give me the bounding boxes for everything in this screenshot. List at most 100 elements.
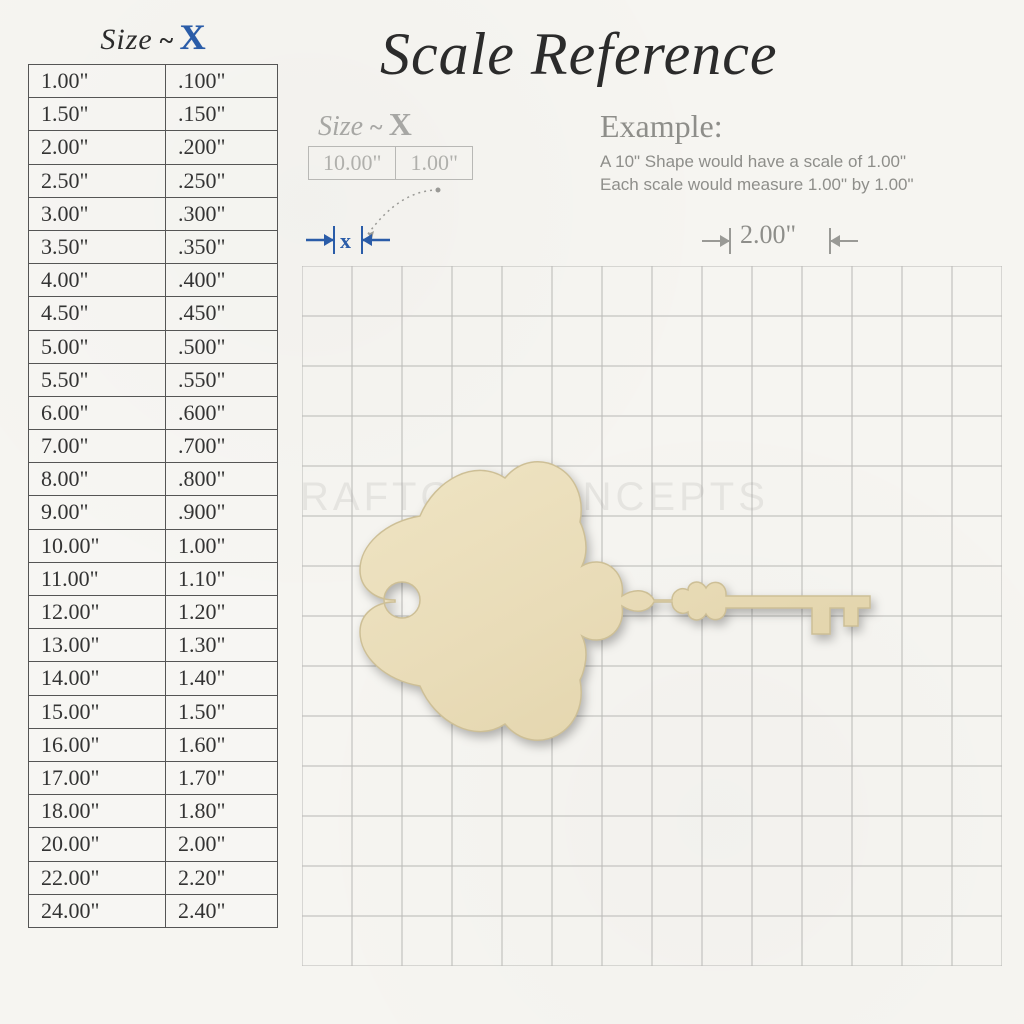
table-cell: 1.00" [29,65,166,98]
table-row: 9.00".900" [29,496,278,529]
table-cell: .550" [165,363,277,396]
table-row: 1.00".100" [29,65,278,98]
table-row: 12.00"1.20" [29,596,278,629]
x-label: X [180,17,206,57]
size-label: Size [100,23,152,56]
table-row: 5.00".500" [29,330,278,363]
key-svg [330,450,910,750]
table-cell: 1.10" [165,562,277,595]
table-cell: .200" [165,131,277,164]
table-row: 4.50".450" [29,297,278,330]
tilde-small: ~ [369,115,383,141]
table-cell: 15.00" [29,695,166,728]
x-label-small: X [389,106,412,142]
table-cell: 1.50" [165,695,277,728]
table-cell: 20.00" [29,828,166,861]
table-cell: .600" [165,396,277,429]
mini-example-table: 10.00" 1.00" [308,146,473,180]
table-cell: 10.00" [29,529,166,562]
table-cell: 13.00" [29,629,166,662]
table-cell: 1.60" [165,728,277,761]
table-cell: 1.50" [29,98,166,131]
size-table-block: Size ~ X 1.00".100"1.50".150"2.00".200"2… [28,16,278,928]
size-table-header: Size ~ X [28,16,278,58]
table-cell: 2.20" [165,861,277,894]
table-cell: 2.00" [29,131,166,164]
table-cell: 1.00" [165,529,277,562]
example-line-2: Each scale would measure 1.00" by 1.00" [600,174,914,197]
table-cell: 1.30" [165,629,277,662]
table-cell: 2.40" [165,894,277,927]
table-row: 10.00" 1.00" [309,147,473,180]
table-row: 3.00".300" [29,197,278,230]
table-cell: 8.00" [29,463,166,496]
table-cell: 11.00" [29,562,166,595]
table-cell: .450" [165,297,277,330]
table-cell: 1.40" [165,662,277,695]
table-cell: .500" [165,330,277,363]
table-row: 2.00".200" [29,131,278,164]
table-row: 8.00".800" [29,463,278,496]
table-cell: 7.00" [29,430,166,463]
table-row: 16.00"1.60" [29,728,278,761]
table-cell: 16.00" [29,728,166,761]
table-cell: .300" [165,197,277,230]
x-indicator-label: x [340,228,351,254]
example-title: Example: [600,108,914,145]
table-cell: 5.50" [29,363,166,396]
size-label-small: Size [318,111,363,142]
table-cell: .900" [165,496,277,529]
mini-cell-x: 1.00" [396,147,472,180]
table-cell: .100" [165,65,277,98]
table-cell: 2.50" [29,164,166,197]
key-shape [330,450,910,750]
table-cell: 2.00" [165,828,277,861]
table-row: 13.00"1.30" [29,629,278,662]
table-row: 24.00"2.40" [29,894,278,927]
table-cell: 3.00" [29,197,166,230]
table-row: 17.00"1.70" [29,761,278,794]
table-row: 11.00"1.10" [29,562,278,595]
table-cell: 1.80" [165,795,277,828]
mini-cell-size: 10.00" [309,147,396,180]
size-table: 1.00".100"1.50".150"2.00".200"2.50".250"… [28,64,278,928]
table-row: 10.00"1.00" [29,529,278,562]
size-x-small-header: Size ~ X [318,106,412,143]
table-cell: 12.00" [29,596,166,629]
table-cell: 17.00" [29,761,166,794]
table-cell: 4.00" [29,264,166,297]
table-row: 22.00"2.20" [29,861,278,894]
table-row: 14.00"1.40" [29,662,278,695]
table-row: 3.50".350" [29,230,278,263]
table-row: 20.00"2.00" [29,828,278,861]
table-cell: 14.00" [29,662,166,695]
two-inch-label: 2.00" [740,220,796,250]
table-cell: 6.00" [29,396,166,429]
table-row: 1.50".150" [29,98,278,131]
table-cell: 22.00" [29,861,166,894]
table-row: 7.00".700" [29,430,278,463]
table-cell: 18.00" [29,795,166,828]
table-cell: .800" [165,463,277,496]
table-row: 15.00"1.50" [29,695,278,728]
table-cell: .250" [165,164,277,197]
table-cell: 1.20" [165,596,277,629]
table-row: 5.50".550" [29,363,278,396]
table-cell: 4.50" [29,297,166,330]
table-cell: .150" [165,98,277,131]
table-cell: 1.70" [165,761,277,794]
table-row: 18.00"1.80" [29,795,278,828]
table-cell: .700" [165,430,277,463]
key-outline [360,462,870,740]
table-cell: 3.50" [29,230,166,263]
table-row: 6.00".600" [29,396,278,429]
example-block: Example: A 10" Shape would have a scale o… [600,108,914,197]
table-cell: 24.00" [29,894,166,927]
tilde: ~ [159,26,174,55]
table-row: 4.00".400" [29,264,278,297]
x-unit-indicator: x [300,218,396,262]
table-cell: 5.00" [29,330,166,363]
example-line-1: A 10" Shape would have a scale of 1.00" [600,151,914,174]
table-cell: .350" [165,230,277,263]
table-row: 2.50".250" [29,164,278,197]
